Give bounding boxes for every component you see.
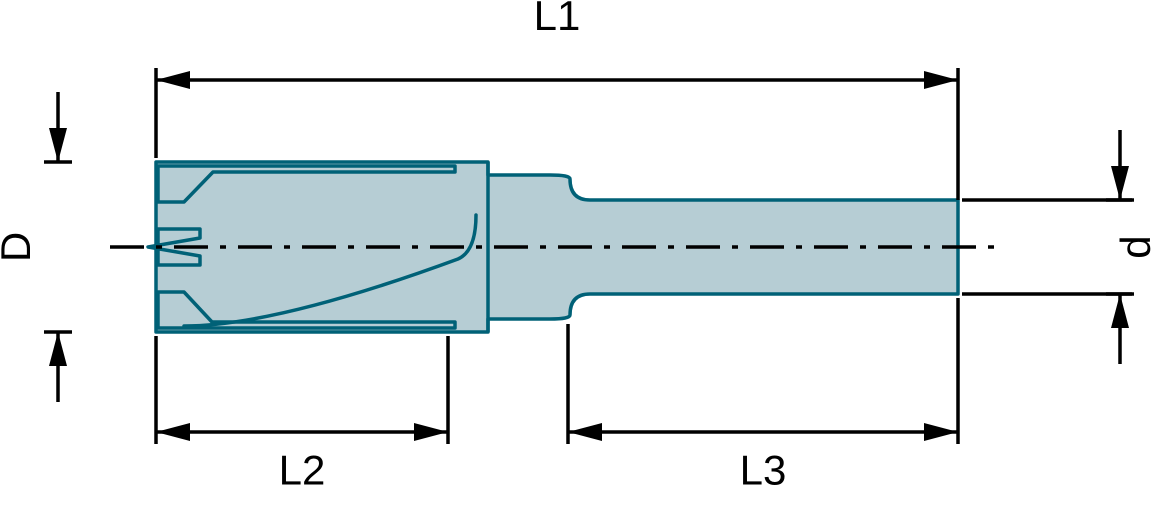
dimension-arrowhead — [568, 423, 602, 441]
dimension-arrowhead — [1111, 294, 1129, 328]
dimension-arrowhead — [156, 423, 190, 441]
dimension-L3-label: L3 — [740, 446, 787, 493]
dimension-arrowhead — [924, 71, 958, 89]
dimension-arrowhead — [49, 332, 67, 366]
dimension-L2: L2 — [156, 336, 448, 493]
dimension-d-label: d — [1112, 235, 1159, 258]
dimension-arrowhead — [156, 71, 190, 89]
dimension-L2-label: L2 — [279, 446, 326, 493]
dimension-L3: L3 — [568, 298, 958, 493]
dimension-arrowhead — [49, 128, 67, 162]
dimension-L1-label: L1 — [534, 0, 581, 39]
dimension-arrowhead — [414, 423, 448, 441]
dimension-D-label: D — [0, 232, 39, 262]
dimension-arrowhead — [1111, 166, 1129, 200]
dimension-arrowhead — [924, 423, 958, 441]
